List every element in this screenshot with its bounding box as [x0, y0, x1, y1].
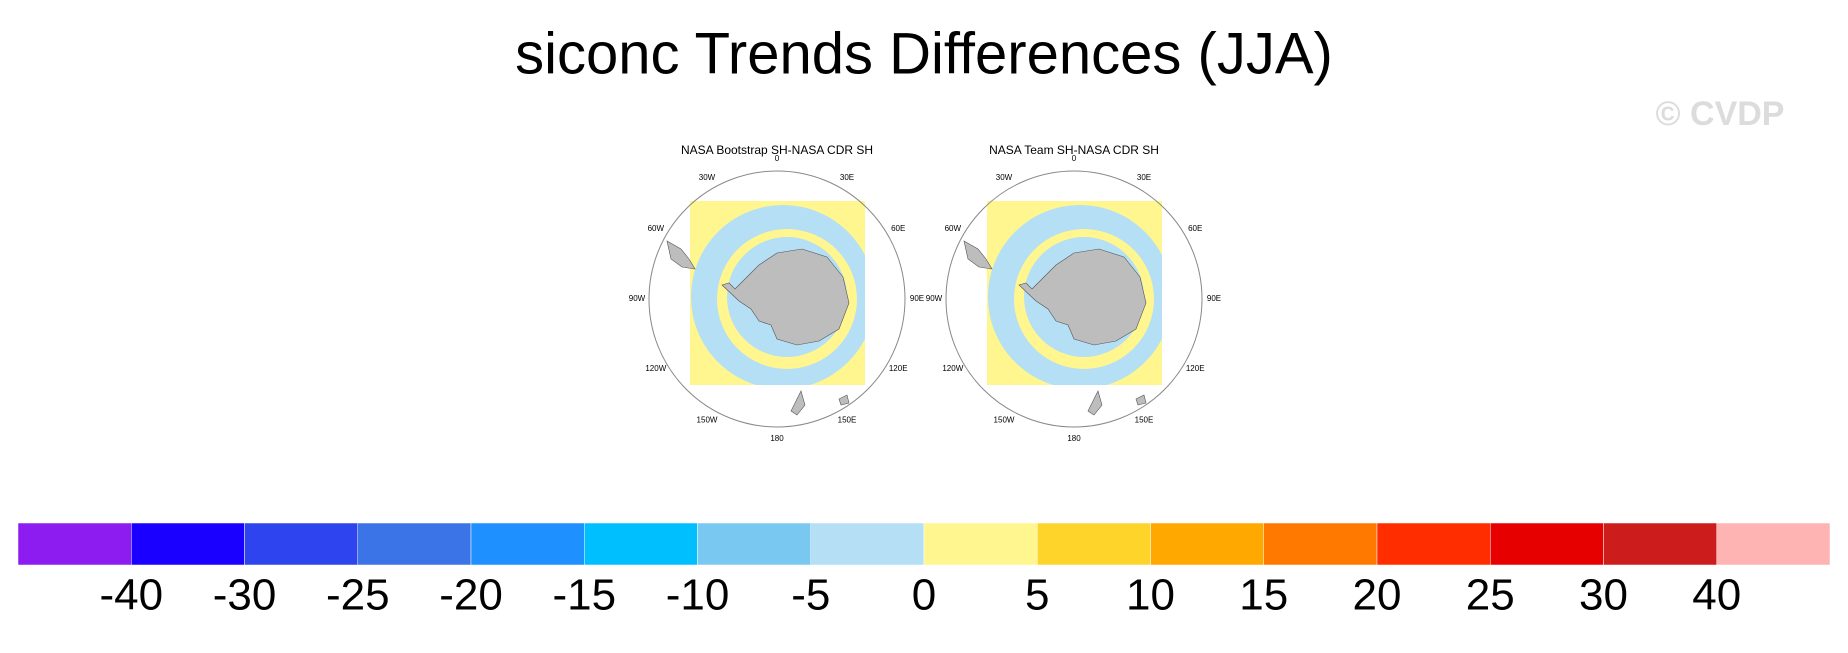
colorbar-box — [17, 522, 132, 566]
colorbar-box — [697, 522, 811, 566]
lon-label: 120W — [942, 364, 963, 373]
continent — [790, 390, 806, 416]
lon-label: 180 — [770, 434, 784, 443]
colorbar-label: 25 — [1466, 571, 1515, 620]
colorbar-label: -5 — [791, 571, 830, 620]
lon-label: 150E — [838, 415, 857, 424]
lon-label: 90W — [926, 294, 943, 303]
lon-label: 90E — [910, 294, 924, 303]
continent — [1135, 394, 1147, 406]
continent — [1018, 248, 1147, 346]
lon-label: 120E — [1186, 364, 1205, 373]
colorbar-box — [923, 522, 1038, 566]
colorbar-box — [1376, 522, 1491, 566]
lon-label: 120E — [889, 364, 908, 373]
colorbar-label: 0 — [912, 571, 936, 620]
continent — [666, 240, 696, 270]
lon-label: 60E — [1188, 224, 1202, 233]
colorbar-label: -10 — [666, 571, 730, 620]
colorbar-box — [1263, 522, 1378, 566]
colorbar-box — [131, 522, 245, 566]
colorbar-box — [1037, 522, 1151, 566]
lon-label: 30W — [996, 173, 1013, 182]
continent — [838, 394, 850, 406]
colorbar-box — [1603, 522, 1717, 566]
figure-title: siconc Trends Differences (JJA) — [515, 21, 1333, 86]
colorbar-box — [357, 522, 472, 566]
colorbar-label: 30 — [1579, 571, 1628, 620]
continent — [963, 240, 993, 270]
panel-title: NASA Team SH-NASA CDR SH — [989, 143, 1159, 157]
lon-label: 150W — [697, 415, 718, 424]
colorbar-label: -30 — [213, 571, 277, 620]
colorbar-box — [1150, 522, 1264, 566]
colorbar-label: 15 — [1239, 571, 1288, 620]
watermark: © CVDP — [1656, 95, 1785, 133]
colorbar-box — [1716, 522, 1831, 566]
colorbar-box — [810, 522, 925, 566]
lon-label: 30E — [840, 173, 854, 182]
lon-label: 0 — [1072, 154, 1077, 163]
lon-label: 180 — [1067, 434, 1081, 443]
colorbar-box — [470, 522, 585, 566]
colorbar-label: -25 — [326, 571, 390, 620]
lon-label: 60W — [945, 224, 962, 233]
lon-label: 0 — [775, 154, 780, 163]
lon-label: 90W — [629, 294, 646, 303]
colorbar-label: -40 — [99, 571, 163, 620]
map-boundary — [945, 170, 1203, 428]
colorbar-box — [1490, 522, 1604, 566]
colorbar-label: 10 — [1126, 571, 1175, 620]
lon-label: 150W — [994, 415, 1015, 424]
lon-label: 150E — [1135, 415, 1154, 424]
lon-label: 60W — [648, 224, 665, 233]
colorbar-label: -15 — [552, 571, 616, 620]
colorbar-box — [244, 522, 358, 566]
lon-label: 30E — [1137, 173, 1151, 182]
map-panel: NASA Bootstrap SH-NASA CDR SH0 30E 60E 90E 1… — [629, 143, 924, 443]
panel-title: NASA Bootstrap SH-NASA CDR SH — [681, 143, 873, 157]
colorbar-label: -20 — [439, 571, 503, 620]
colorbar-label: 20 — [1353, 571, 1402, 620]
continent — [1087, 390, 1103, 416]
lon-label: 90E — [1207, 294, 1221, 303]
lon-label: 30W — [699, 173, 716, 182]
map-boundary — [648, 170, 906, 428]
colorbar-label: 5 — [1025, 571, 1049, 620]
map-panel: NASA Team SH-NASA CDR SH0 30E 60E 90E 120E 15… — [926, 143, 1221, 443]
lon-label: 120W — [645, 364, 666, 373]
lon-label: 60E — [891, 224, 905, 233]
colorbar-label: 40 — [1692, 571, 1741, 620]
colorbar-box — [584, 522, 698, 566]
continent — [721, 248, 850, 346]
